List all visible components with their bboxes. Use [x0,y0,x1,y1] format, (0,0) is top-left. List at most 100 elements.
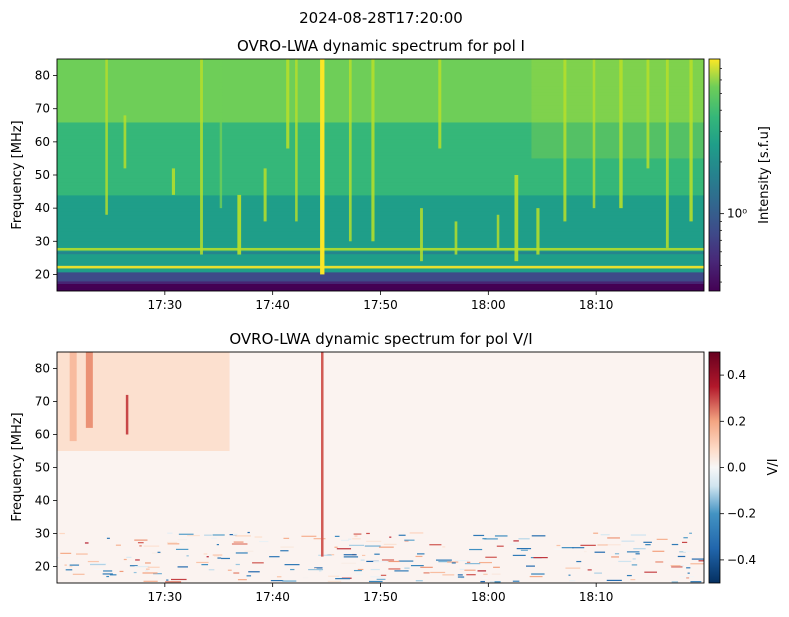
vi-noise [201,564,209,566]
vi-noise [145,568,150,570]
vi-noise [143,580,158,582]
vi-noise [436,548,440,550]
vi-noise [103,570,113,572]
vi-noise [451,562,456,564]
burst-streak [592,59,596,209]
vi-noise [142,572,158,574]
vi-noise [231,543,248,545]
vi-noise [389,536,392,538]
spectrum-row [57,191,704,196]
vi-noise [175,548,189,551]
vi-noise [254,536,263,538]
vi-noise [280,546,294,548]
vi-noise [417,553,425,555]
vi-noise [232,533,238,536]
vi-noise [583,550,587,553]
vi-noise [340,539,350,542]
vi-noise [606,579,622,582]
polarized-feature [69,352,77,442]
burst-streak [320,59,325,275]
vi-noise [420,566,433,568]
vi-noise [102,573,113,575]
vi-noise [460,577,465,579]
spectrum-row [57,105,704,110]
vi-noise [212,554,223,556]
vi-noise [212,534,225,536]
y-tick-label: 30 [35,234,50,248]
vi-noise [553,548,563,550]
vi-noise [368,580,383,583]
panel-stokes-i-axes: 17:30 17:40 17:50 18:00 18:10 20 30 40 50 60 70 80 [35,69,614,312]
spectrum-row [57,188,704,193]
vi-noise [233,541,244,543]
vi-noise [290,568,295,571]
spectrum-row [57,118,704,123]
vi-noise [59,532,65,535]
spectrum-row [57,165,704,169]
vi-noise [364,545,381,547]
spectrum-row [57,184,704,189]
panel-stokes-v: OVRO-LWA dynamic spectrum for pol V/I 17… [10,330,781,604]
vi-noise [677,555,686,558]
vi-noise [643,541,652,543]
spectrum-row [57,155,704,159]
y-tick-label: 50 [35,168,50,182]
spectrum-row [57,65,704,70]
vi-noise [587,569,592,571]
vi-noise [404,539,415,541]
x-tick-label: 17:30 [148,298,183,312]
spectrum-row [57,181,704,186]
x-tick-label: 18:00 [471,298,506,312]
vi-noise [134,539,148,541]
burst-streak [496,214,500,248]
spectrum-row [57,72,704,77]
vi-noise [177,566,188,568]
vi-positive-region [57,352,230,451]
vi-noise [356,573,363,575]
burst-streak [514,175,519,262]
spectrum-row [57,125,704,130]
spectrum-row [57,237,704,242]
vi-noise [137,542,144,544]
vi-noise [398,560,414,562]
rfi-band [57,269,704,273]
vi-noise [493,566,500,568]
vi-noise [72,573,85,575]
vi-noise [469,548,483,551]
spectrum-row [57,271,704,275]
vi-noise [482,577,488,579]
vi-noise [690,563,704,565]
vi-noise [605,544,621,546]
vi-noise [380,574,387,576]
spectrum-row [57,138,704,143]
vi-noise [282,580,297,582]
vi-noise [655,561,664,563]
spectrum-row [57,178,704,183]
vi-noise [90,563,107,565]
vi-noise [314,567,323,569]
vi-noise [166,579,169,581]
spectrum-row [57,161,704,166]
x-tick-label: 17:40 [255,298,290,312]
vi-noise [464,563,481,565]
spectrum-row [57,234,704,239]
spectrum-row [57,175,704,179]
colorbar-tick-label: −0.2 [727,507,756,521]
panel-stokes-i: OVRO-LWA dynamic spectrum for pol I 17:3… [10,37,772,312]
colorbar-intensity-label: Intensity [s.f.u] [757,126,772,224]
vi-noise [216,544,219,546]
burst-streak [646,59,650,169]
spectrum-row [57,108,704,113]
vi-noise [248,571,260,573]
spectrum-row [57,115,704,120]
vi-noise [473,534,485,537]
panel-stokes-v-ylabel: Frequency [MHz] [10,412,25,521]
spectrum-row [57,98,704,103]
vi-noise [259,540,269,543]
x-tick-label: 18:00 [471,590,506,604]
vi-noise [633,548,646,550]
spectrum-row [57,221,704,226]
vi-noise [614,553,620,555]
vi-noise [594,572,602,574]
vi-noise [442,574,455,576]
